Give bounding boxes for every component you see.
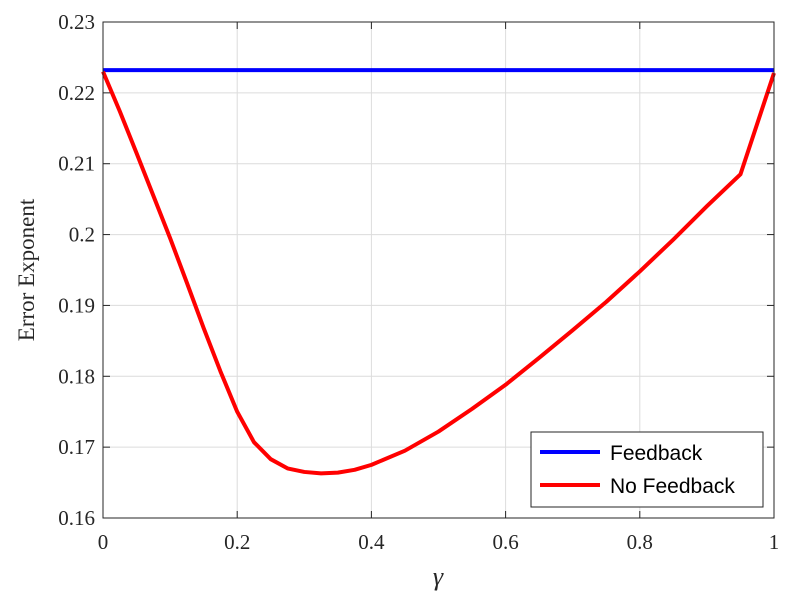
series-lines	[101, 68, 776, 476]
x-tick-label: 0.2	[224, 530, 250, 554]
y-tick-label: 0.17	[58, 435, 95, 459]
x-tick-label: 0.8	[627, 530, 653, 554]
y-tick-label: 0.22	[58, 81, 95, 105]
x-tick-labels: 0 0.2 0.4 0.6 0.8 1	[98, 530, 780, 554]
axis-ticks	[102, 21, 775, 519]
series-line-no-feedback	[101, 70, 776, 476]
y-tick-label: 0.2	[69, 223, 95, 247]
x-tick-label: 1	[769, 530, 780, 554]
y-tick-labels: 0.16 0.17 0.18 0.19 0.2 0.21 0.22 0.23	[58, 10, 95, 530]
x-tick-label: 0.4	[358, 530, 385, 554]
y-tick-label: 0.21	[58, 152, 95, 176]
y-tick-label: 0.16	[58, 506, 95, 530]
legend-label-no-feedback: No Feedback	[610, 475, 735, 498]
x-tick-label: 0	[98, 530, 109, 554]
x-tick-label: 0.6	[492, 530, 518, 554]
legend: Feedback No Feedback	[530, 431, 764, 508]
y-tick-label: 0.18	[58, 364, 95, 388]
y-tick-label: 0.19	[58, 293, 95, 317]
legend-label-feedback: Feedback	[610, 442, 703, 465]
y-axis-label: Error Exponent	[14, 198, 39, 341]
y-tick-label: 0.23	[58, 10, 95, 34]
plot-frame	[102, 21, 775, 519]
legend-box	[530, 431, 764, 508]
x-axis-label: γ	[433, 562, 444, 591]
